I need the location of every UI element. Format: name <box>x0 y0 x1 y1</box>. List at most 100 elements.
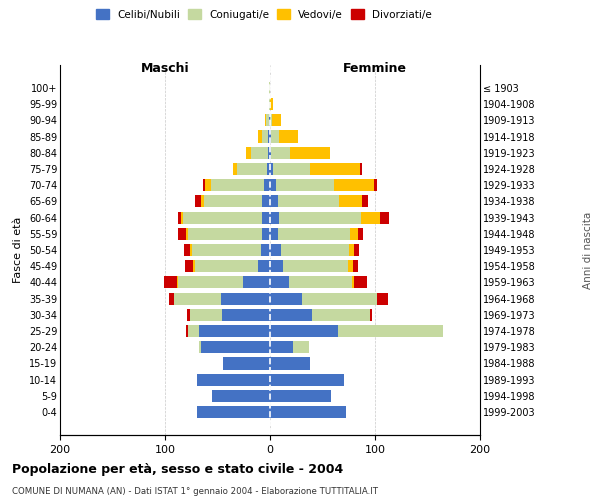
Bar <box>289 276 352 288</box>
Bar <box>358 228 364 240</box>
Bar <box>176 276 178 288</box>
Bar <box>270 163 273 175</box>
Bar <box>200 196 204 207</box>
Bar <box>169 292 175 304</box>
Bar <box>196 260 259 272</box>
Bar <box>269 98 270 110</box>
Bar <box>270 228 278 240</box>
Y-axis label: Anni di nascita: Anni di nascita <box>583 212 593 288</box>
Bar <box>204 196 262 207</box>
Bar <box>233 163 238 175</box>
Bar <box>270 292 302 304</box>
Bar <box>269 82 270 94</box>
Bar <box>164 276 176 288</box>
Bar <box>211 179 264 191</box>
Bar <box>280 130 298 142</box>
Bar <box>354 244 359 256</box>
Y-axis label: Fasce di età: Fasce di età <box>13 217 23 283</box>
Bar <box>205 179 211 191</box>
Bar <box>264 179 270 191</box>
Bar <box>268 130 270 142</box>
Bar <box>270 130 271 142</box>
Bar <box>266 114 269 126</box>
Bar <box>340 196 362 207</box>
Bar <box>270 212 280 224</box>
Bar <box>197 374 270 386</box>
Bar <box>271 146 290 159</box>
Bar <box>374 179 377 191</box>
Bar <box>203 179 205 191</box>
Bar <box>268 146 270 159</box>
Bar <box>193 260 196 272</box>
Bar <box>270 390 331 402</box>
Bar <box>277 179 334 191</box>
Bar <box>262 212 270 224</box>
Bar <box>265 114 266 126</box>
Bar <box>259 130 262 142</box>
Bar <box>242 276 270 288</box>
Bar <box>310 163 360 175</box>
Bar <box>270 146 271 159</box>
Bar <box>290 146 330 159</box>
Bar <box>278 228 350 240</box>
Bar <box>238 163 267 175</box>
Bar <box>223 358 270 370</box>
Bar <box>270 244 281 256</box>
Bar <box>193 244 260 256</box>
Bar <box>272 114 281 126</box>
Legend: Celibi/Nubili, Coniugati/e, Vedovi/e, Divorziati/e: Celibi/Nubili, Coniugati/e, Vedovi/e, Di… <box>92 5 436 24</box>
Bar <box>197 406 270 418</box>
Text: Popolazione per età, sesso e stato civile - 2004: Popolazione per età, sesso e stato civil… <box>12 462 343 475</box>
Bar <box>283 260 348 272</box>
Bar <box>280 212 361 224</box>
Bar <box>190 244 193 256</box>
Bar <box>350 228 358 240</box>
Bar <box>270 325 338 337</box>
Bar <box>349 244 354 256</box>
Bar <box>353 260 358 272</box>
Bar <box>199 341 200 353</box>
Bar <box>338 325 443 337</box>
Bar <box>188 228 262 240</box>
Bar <box>278 196 340 207</box>
Bar <box>221 292 270 304</box>
Bar <box>251 146 268 159</box>
Bar <box>270 114 272 126</box>
Bar <box>352 276 354 288</box>
Bar <box>184 244 190 256</box>
Bar <box>175 292 221 304</box>
Bar <box>178 228 186 240</box>
Bar <box>262 228 270 240</box>
Bar <box>270 179 277 191</box>
Bar <box>178 276 242 288</box>
Bar <box>362 196 368 207</box>
Bar <box>312 309 370 321</box>
Text: Maschi: Maschi <box>140 62 190 75</box>
Bar <box>186 228 188 240</box>
Bar <box>178 212 181 224</box>
Bar <box>293 341 309 353</box>
Bar <box>270 341 293 353</box>
Bar <box>281 244 349 256</box>
Bar <box>270 260 283 272</box>
Bar <box>190 309 222 321</box>
Bar <box>270 196 278 207</box>
Bar <box>370 309 372 321</box>
Bar <box>354 276 367 288</box>
Bar <box>188 325 199 337</box>
Bar <box>271 130 280 142</box>
Bar <box>270 309 312 321</box>
Bar <box>181 212 183 224</box>
Bar <box>259 260 270 272</box>
Bar <box>186 325 188 337</box>
Bar <box>246 146 251 159</box>
Bar <box>267 163 270 175</box>
Bar <box>270 358 310 370</box>
Bar <box>380 212 389 224</box>
Bar <box>262 130 268 142</box>
Bar <box>270 406 346 418</box>
Bar <box>200 341 270 353</box>
Bar <box>222 309 270 321</box>
Bar <box>348 260 353 272</box>
Bar <box>196 196 200 207</box>
